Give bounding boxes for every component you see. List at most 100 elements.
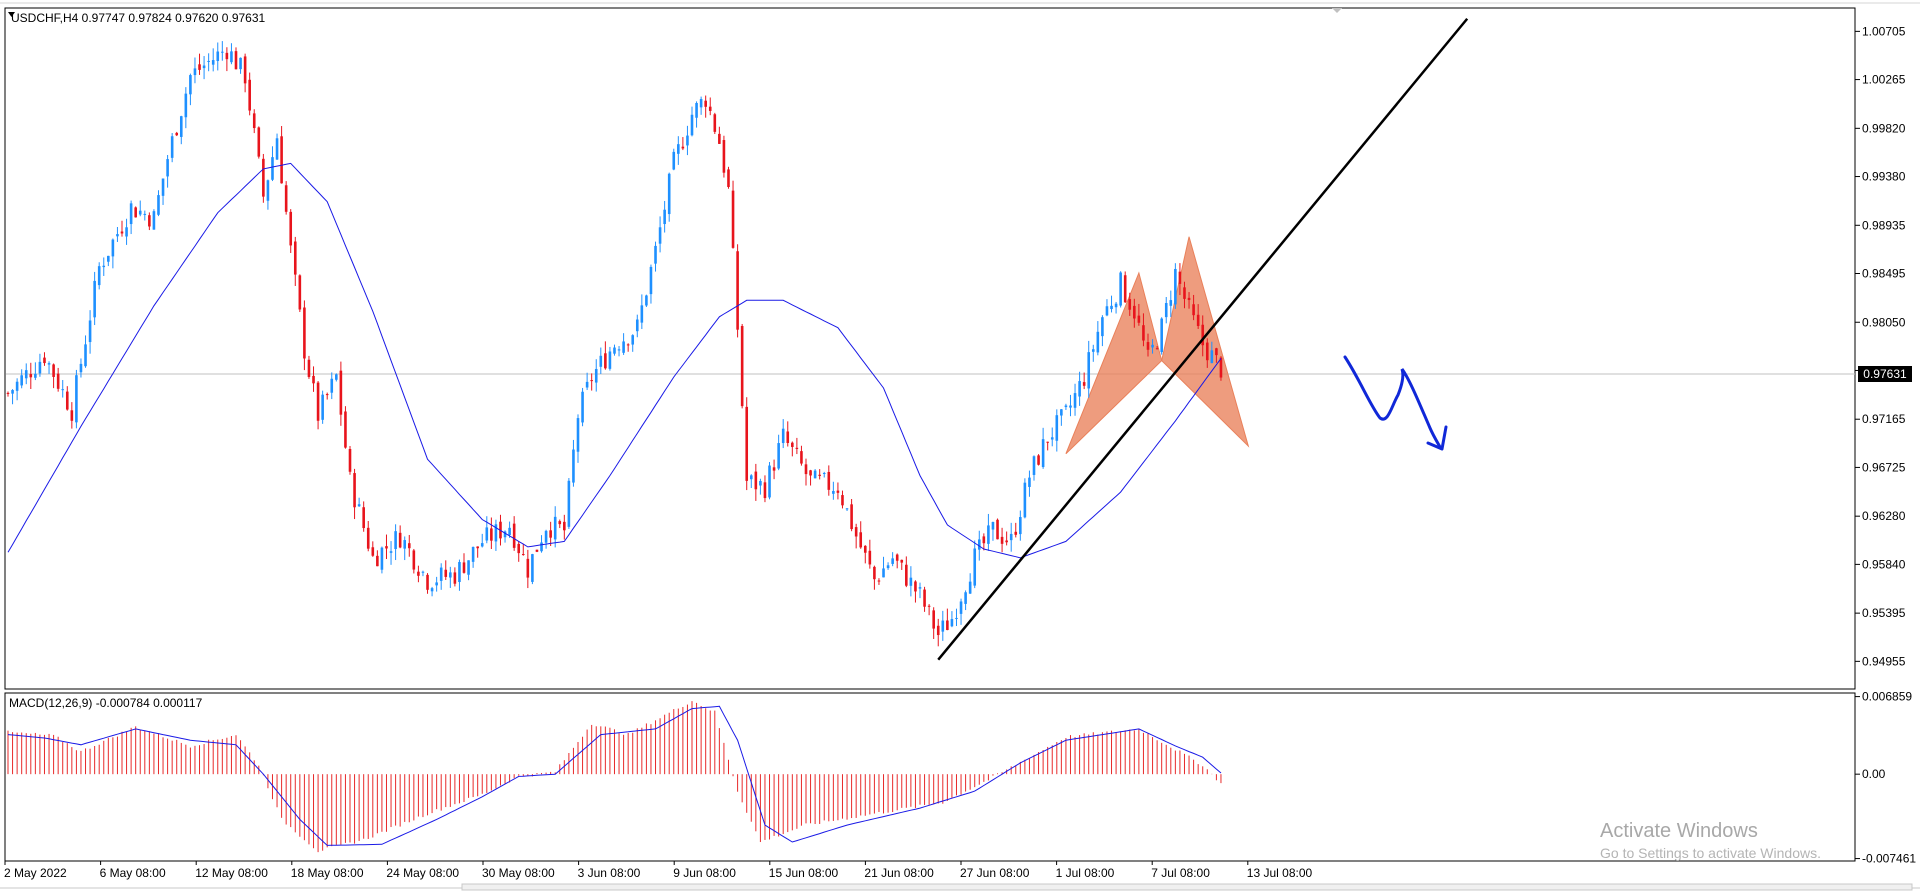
candle-body <box>991 521 995 530</box>
candle-body <box>280 136 283 184</box>
candle-body <box>718 133 721 144</box>
horizontal-scrollbar[interactable] <box>461 883 1913 891</box>
candle-body <box>480 543 484 547</box>
candle-body <box>1009 533 1013 541</box>
price-tick-label: 0.99820 <box>1862 121 1906 135</box>
candle-body <box>93 280 96 318</box>
time-tick-label: 18 May 08:00 <box>291 866 364 880</box>
uptrend-line[interactable] <box>937 17 1469 661</box>
candle-body <box>1128 299 1132 310</box>
candle-body <box>234 51 238 70</box>
candle-body <box>353 473 356 508</box>
candle-body <box>1055 415 1059 441</box>
time-tick-label: 7 Jul 08:00 <box>1151 866 1210 880</box>
candle-body <box>977 539 981 550</box>
candle-body <box>335 374 338 380</box>
candle-body <box>772 467 776 471</box>
price-tick-label: 1.00705 <box>1862 24 1906 38</box>
candle-body <box>740 325 744 407</box>
candle-body <box>581 391 584 423</box>
candle-body <box>594 368 598 383</box>
candle-body <box>563 521 566 531</box>
candle-body <box>307 359 311 377</box>
chevron-down-icon[interactable] <box>8 12 15 17</box>
candle-body <box>298 275 302 310</box>
current-price-label: 0.97631 <box>1858 366 1912 382</box>
price-tick-label: 0.98050 <box>1862 315 1906 329</box>
time-tick-label: 9 Jun 08:00 <box>673 866 736 880</box>
candle-body <box>471 546 475 562</box>
candle-body <box>731 190 735 248</box>
candle-body <box>111 239 115 257</box>
candle-body <box>152 211 156 230</box>
price-tick-label: 0.95840 <box>1862 557 1906 571</box>
time-tick-label: 2 May 2022 <box>4 866 67 880</box>
candle-body <box>75 375 78 423</box>
candle-body <box>202 65 206 69</box>
candle-body <box>248 79 251 111</box>
symbol-info: USDCHF,H4 0.97747 0.97824 0.97620 0.9763… <box>11 11 266 25</box>
candle-body <box>996 519 999 540</box>
candle-body <box>667 173 671 215</box>
candle-body <box>239 57 242 70</box>
candle-body <box>763 482 767 499</box>
price-tick-label: 0.96725 <box>1862 460 1906 474</box>
candle-body <box>344 411 347 448</box>
candle-body <box>357 504 361 507</box>
candle-body <box>850 504 853 530</box>
time-tick-label: 6 May 08:00 <box>100 866 166 880</box>
candle-body <box>713 114 717 132</box>
candle-body <box>216 51 220 62</box>
candle-body <box>52 364 55 377</box>
candle-body <box>29 374 33 378</box>
candle-body <box>759 480 762 486</box>
candle-body <box>854 527 858 537</box>
candle-body <box>417 571 420 576</box>
candle-body <box>777 443 780 469</box>
candle-body <box>1069 405 1072 408</box>
macd-tick-label: -0.007461 <box>1862 852 1916 866</box>
candle-body <box>672 151 676 170</box>
candle-body <box>836 490 840 493</box>
time-tick-label: 21 Jun 08:00 <box>864 866 934 880</box>
candle-body <box>143 213 147 215</box>
candle-body <box>599 355 603 367</box>
candle-body <box>65 391 69 410</box>
macd-signal-path <box>7 705 1222 846</box>
candle-body <box>157 195 160 215</box>
candle-body <box>1000 536 1004 544</box>
candle-body <box>512 523 516 548</box>
freehand-arrow-drawing[interactable] <box>1343 355 1448 451</box>
candle-body <box>832 490 835 494</box>
candle-body <box>129 203 133 225</box>
candle-body <box>494 524 498 542</box>
candle-body <box>704 100 707 107</box>
candle-body <box>886 565 890 569</box>
candle-body <box>262 158 265 197</box>
candle-body <box>946 620 949 631</box>
candle-body <box>88 320 92 343</box>
candle-body <box>1014 531 1018 535</box>
candle-body <box>161 178 165 196</box>
macd-pane[interactable]: MACD(12,26,9) -0.000784 0.000117 0.00685… <box>4 690 1916 866</box>
price-tick-label: 0.99380 <box>1862 170 1906 184</box>
candle-body <box>649 266 653 295</box>
candle-body <box>973 548 977 586</box>
candle-body <box>1187 297 1191 301</box>
candle-body <box>749 475 753 480</box>
candle-body <box>348 448 352 472</box>
candle-body <box>175 132 179 136</box>
candle-body <box>426 574 429 590</box>
candle-body <box>923 589 926 607</box>
candle-body <box>1110 305 1113 310</box>
trendline-layer[interactable] <box>937 17 1469 661</box>
candle-body <box>325 394 329 396</box>
candle-body <box>11 390 14 394</box>
candle-body <box>1169 300 1173 306</box>
candle-body <box>613 347 616 354</box>
candle-body <box>553 516 557 540</box>
candle-body <box>376 555 379 567</box>
time-tick-label: 12 May 08:00 <box>195 866 268 880</box>
price-pane[interactable]: USDCHF,H4 0.97747 0.97824 0.97620 0.9763… <box>4 7 1912 690</box>
